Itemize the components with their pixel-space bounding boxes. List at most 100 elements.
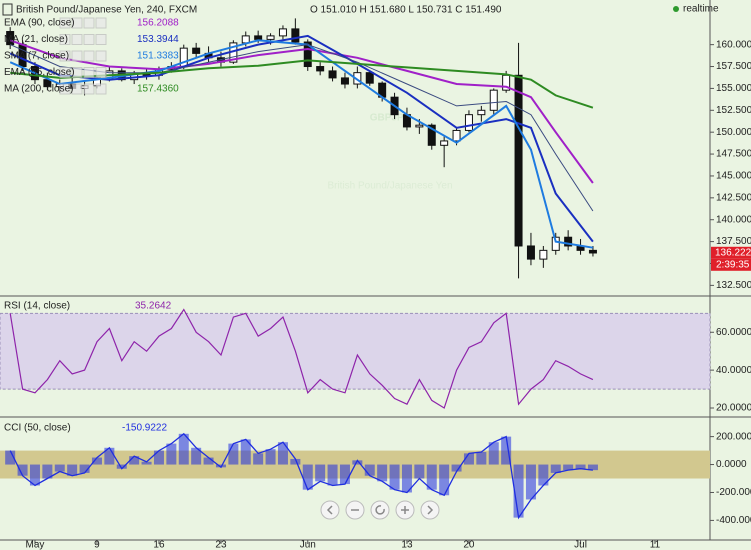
legend-tool-icon [59,50,71,62]
legend-reading: 153.3944 [137,34,179,45]
cci-bar [587,464,598,471]
legend-tool-icon [71,50,83,62]
overlay-ui: EMA (90, close) 156.2088 MA (21, close) 153… [2,3,719,520]
candle-body [452,129,461,142]
legend-label: EMA (55, close) [4,67,75,78]
price-panel: 132.500135.000137.500140.000142.500145.0… [6,18,751,291]
rsi-line [9,308,594,409]
reset-button[interactable] [370,500,390,520]
legend-tool-icon [95,50,107,62]
legend-tool-icon [71,17,83,29]
legend-tool-icon [83,50,95,62]
cci-bar [178,433,189,465]
cci-bar [91,457,102,465]
y-tick-label: 137.500 [716,236,751,247]
x-tick-label: Jun [300,540,316,550]
legend-tool-icon [71,83,83,95]
cci-bar [538,464,549,486]
watermark-subtext: British Pound/Japanese Yen [327,181,452,192]
watermark-text: GBPJPY [370,113,411,124]
scroll-left-button[interactable] [320,500,340,520]
cci-bar [339,464,350,485]
cci-bar [5,450,16,465]
legend-tool-icon [59,67,71,78]
cci-bar [129,456,140,465]
candle-body [328,70,337,79]
legend-tool-icon [95,83,107,95]
cci-bar [488,442,499,465]
y-tick-label: 147.500 [716,149,751,160]
x-tick-label: 23 [215,540,227,550]
cci-bar [352,460,363,465]
legend-label: CCI (50, close) [4,423,71,434]
legend-tool-icon [95,17,107,29]
candle-body [316,66,325,72]
cci-bar [54,464,65,472]
legend-reading: 35.2642 [135,301,172,312]
x-tick-label: 11 [650,540,661,550]
cci-bar [277,442,288,465]
y-tick-label: 132.500 [716,280,751,291]
cci-bar [203,457,214,465]
indicator-line [9,44,594,212]
legend-reading: 157.4360 [137,84,179,95]
cci-bar [315,464,326,482]
y-tick-label: 142.500 [716,192,751,203]
candle-body [440,140,449,146]
cci-bar [42,464,53,479]
candle-body [464,114,473,131]
legend-reading: -150.9222 [122,423,167,434]
candle-body [415,124,424,128]
symbol-icon [2,3,13,16]
legend-label: SMA (7, close) [4,51,69,62]
cci-bar [253,453,264,465]
cci-bar [575,464,586,469]
candle-body [539,249,548,260]
cci-bar [240,439,251,465]
candle-body [489,89,498,111]
legend-label: EMA (90, close) [4,18,75,29]
cci-bar [116,464,127,469]
cci-bar [141,461,152,465]
x-tick-label: 16 [153,540,165,550]
cci-bar [29,464,40,486]
candle-body [365,72,374,84]
y-tick-label: -200.0000 [716,487,751,498]
candle-body [278,28,287,37]
legend-label: RSI (14, close) [4,301,70,312]
ohlc-readout: O 151.010 H 151.680 L 150.731 C 151.490 [310,5,502,16]
candle-body [266,35,275,40]
candle-body [303,41,312,68]
legend-tool-icon [71,34,83,45]
candle-body [564,236,573,247]
y-tick-label: 200.0000 [716,431,751,442]
zoom-in-button[interactable] [395,500,415,520]
cci-bar [17,464,28,476]
cci-bar [389,464,400,490]
zoom-out-button[interactable] [345,500,365,520]
cci-bar [228,443,239,465]
legend-tool-icon [59,83,71,95]
y-tick-label: 155.000 [716,83,751,94]
y-tick-label: 152.500 [716,105,751,116]
cci-bar [463,453,474,465]
indicator-line [10,59,594,109]
rsi-panel: 20.0000 40.0000 60.0000 [0,308,751,414]
legend-tool-icon [83,83,95,95]
x-tick-label: 13 [401,540,413,550]
legend-tool-icon [59,34,71,45]
y-tick-label: 145.000 [716,171,751,182]
legend-tool-icon [83,17,95,29]
cci-bar [525,464,536,500]
candle-body [241,35,250,44]
status-dot [673,6,679,12]
rsi-band [0,312,711,390]
cci-bar [67,464,78,476]
cci-bar [191,447,202,465]
y-tick-label: 60.0000 [716,327,751,338]
cci-bar [153,450,164,465]
scroll-right-button[interactable] [420,500,440,520]
legend-label: MA (200, close) [4,84,73,95]
candle-body [588,249,597,254]
